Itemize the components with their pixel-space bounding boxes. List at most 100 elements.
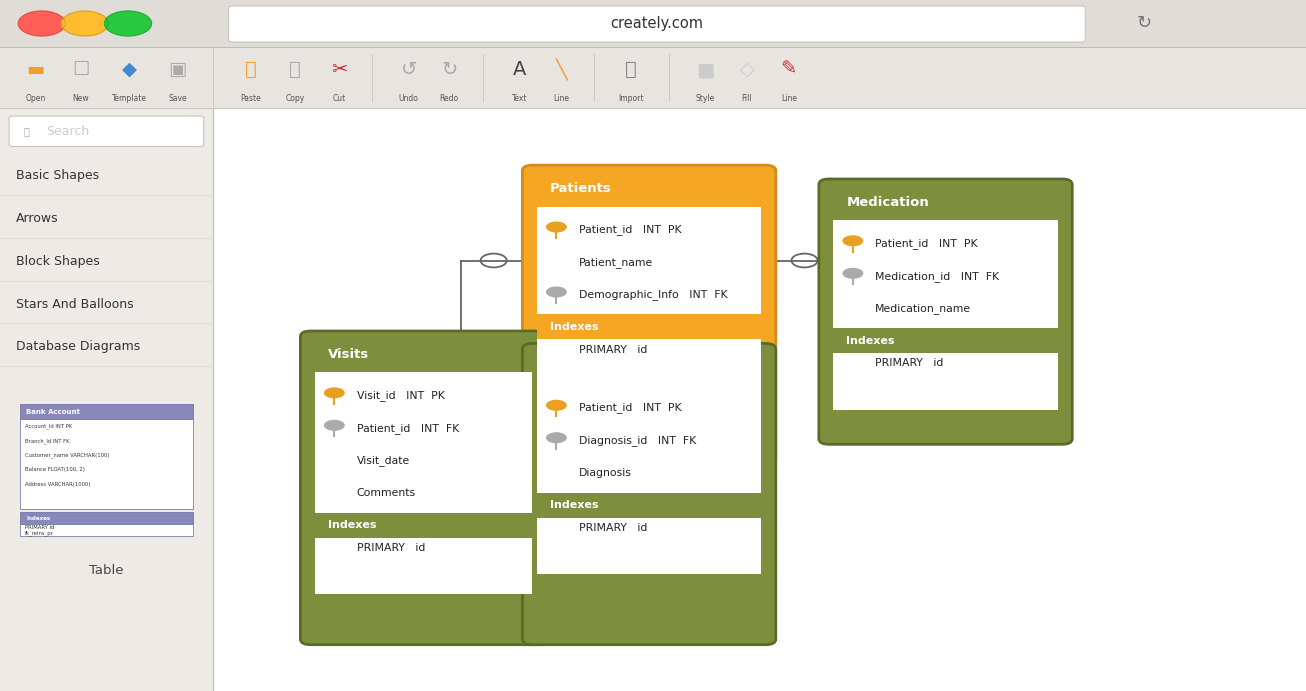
Text: Diagnoses: Diagnoses: [550, 361, 627, 373]
Text: ☐: ☐: [72, 60, 90, 79]
Text: Account_Id INT PK: Account_Id INT PK: [25, 424, 72, 429]
Text: Indexes: Indexes: [26, 515, 50, 521]
Text: Open: Open: [25, 93, 46, 102]
Text: creately.com: creately.com: [610, 16, 704, 31]
FancyBboxPatch shape: [819, 179, 1072, 444]
Text: 🔍: 🔍: [24, 126, 29, 136]
Text: PRIMARY   id: PRIMARY id: [579, 523, 646, 533]
FancyBboxPatch shape: [522, 165, 776, 465]
Text: Patient_id   INT  PK: Patient_id INT PK: [579, 225, 682, 235]
Text: Patient_id   INT  FK: Patient_id INT FK: [357, 423, 458, 433]
Text: Visit_date: Visit_date: [357, 455, 410, 466]
Text: Stars And Balloons: Stars And Balloons: [16, 298, 133, 310]
Text: Address VARCHAR(1000): Address VARCHAR(1000): [25, 482, 90, 487]
Text: Medication: Medication: [846, 196, 929, 209]
Text: Comments: Comments: [357, 488, 415, 498]
Text: ✂: ✂: [332, 60, 347, 79]
FancyBboxPatch shape: [522, 343, 776, 645]
Text: Patients: Patients: [550, 182, 611, 195]
Text: PRIMARY   id: PRIMARY id: [357, 543, 424, 553]
Circle shape: [324, 419, 345, 431]
Text: Style: Style: [696, 93, 714, 102]
Text: Database Diagrams: Database Diagrams: [16, 341, 140, 353]
Text: New: New: [73, 93, 89, 102]
Text: Customer_name VARCHAR(100): Customer_name VARCHAR(100): [25, 453, 110, 458]
FancyBboxPatch shape: [315, 372, 532, 594]
Text: Template: Template: [112, 93, 146, 102]
Circle shape: [842, 268, 863, 279]
Text: Indexes: Indexes: [846, 336, 895, 346]
Text: Visits: Visits: [328, 348, 370, 361]
Text: Visit_id   INT  PK: Visit_id INT PK: [357, 390, 444, 401]
Text: Indexes: Indexes: [550, 322, 598, 332]
Circle shape: [546, 433, 567, 444]
Text: Search: Search: [46, 125, 89, 138]
Circle shape: [546, 221, 567, 233]
Text: Branch_Id INT FK: Branch_Id INT FK: [25, 438, 69, 444]
Text: Paste: Paste: [240, 93, 261, 102]
Circle shape: [18, 11, 65, 36]
Text: Line: Line: [781, 93, 797, 102]
Text: Arrows: Arrows: [16, 212, 59, 225]
Text: Indexes: Indexes: [328, 520, 376, 530]
Text: ⬜: ⬜: [246, 60, 256, 79]
FancyBboxPatch shape: [0, 108, 213, 691]
FancyBboxPatch shape: [537, 493, 761, 518]
FancyBboxPatch shape: [300, 331, 546, 645]
Text: Cut: Cut: [333, 93, 346, 102]
FancyBboxPatch shape: [833, 328, 1058, 353]
Text: ╲: ╲: [556, 58, 567, 81]
Text: Import: Import: [618, 93, 644, 102]
Text: PRIMARY   id: PRIMARY id: [579, 345, 646, 354]
FancyBboxPatch shape: [20, 524, 193, 536]
Text: Block Shapes: Block Shapes: [16, 255, 99, 267]
Text: ↻: ↻: [441, 60, 457, 79]
Text: Diagnosis_id   INT  FK: Diagnosis_id INT FK: [579, 435, 696, 446]
Text: PRIMARY   id: PRIMARY id: [875, 359, 943, 368]
Text: ◇: ◇: [739, 60, 755, 79]
Text: Demographic_Info   INT  FK: Demographic_Info INT FK: [579, 290, 727, 300]
Text: ↺: ↺: [401, 60, 417, 79]
Text: ■: ■: [696, 60, 714, 79]
Text: Indexes: Indexes: [550, 500, 598, 510]
Text: ↻: ↻: [1136, 15, 1152, 32]
Text: Line: Line: [554, 93, 569, 102]
Circle shape: [842, 235, 863, 247]
Text: Patient_id   INT  PK: Patient_id INT PK: [875, 238, 978, 249]
FancyBboxPatch shape: [229, 6, 1085, 42]
Text: Balance FLOAT(100, 2): Balance FLOAT(100, 2): [25, 467, 85, 473]
Circle shape: [61, 11, 108, 36]
Text: PRIMARY id: PRIMARY id: [25, 525, 54, 531]
Text: Basic Shapes: Basic Shapes: [16, 169, 99, 182]
Circle shape: [546, 399, 567, 410]
Text: Undo: Undo: [398, 93, 419, 102]
Text: Redo: Redo: [440, 93, 458, 102]
Text: A: A: [513, 60, 526, 79]
Text: ✎: ✎: [781, 60, 797, 79]
Text: Bank Account: Bank Account: [26, 409, 80, 415]
Text: Table: Table: [89, 564, 124, 576]
Text: Medication_name: Medication_name: [875, 303, 972, 314]
Circle shape: [546, 286, 567, 298]
FancyBboxPatch shape: [537, 385, 761, 574]
Text: Copy: Copy: [286, 93, 304, 102]
FancyBboxPatch shape: [315, 513, 532, 538]
Text: fk_relns_pr: fk_relns_pr: [25, 531, 54, 536]
Text: ◆: ◆: [121, 60, 137, 79]
FancyBboxPatch shape: [20, 512, 193, 524]
Text: Patient_id   INT  PK: Patient_id INT PK: [579, 403, 682, 413]
FancyBboxPatch shape: [833, 220, 1058, 410]
Text: Diagnosis: Diagnosis: [579, 468, 631, 478]
Text: ▣: ▣: [168, 60, 187, 79]
FancyBboxPatch shape: [537, 314, 761, 339]
Text: Patient_name: Patient_name: [579, 257, 653, 267]
FancyBboxPatch shape: [0, 0, 1306, 47]
FancyBboxPatch shape: [9, 116, 204, 146]
FancyBboxPatch shape: [20, 404, 193, 419]
Text: ⬛: ⬛: [626, 60, 636, 79]
Text: Medication_id   INT  FK: Medication_id INT FK: [875, 271, 999, 281]
Text: ⬜: ⬜: [290, 60, 300, 79]
Text: Text: Text: [512, 93, 528, 102]
Circle shape: [104, 11, 151, 36]
Text: Save: Save: [168, 93, 187, 102]
